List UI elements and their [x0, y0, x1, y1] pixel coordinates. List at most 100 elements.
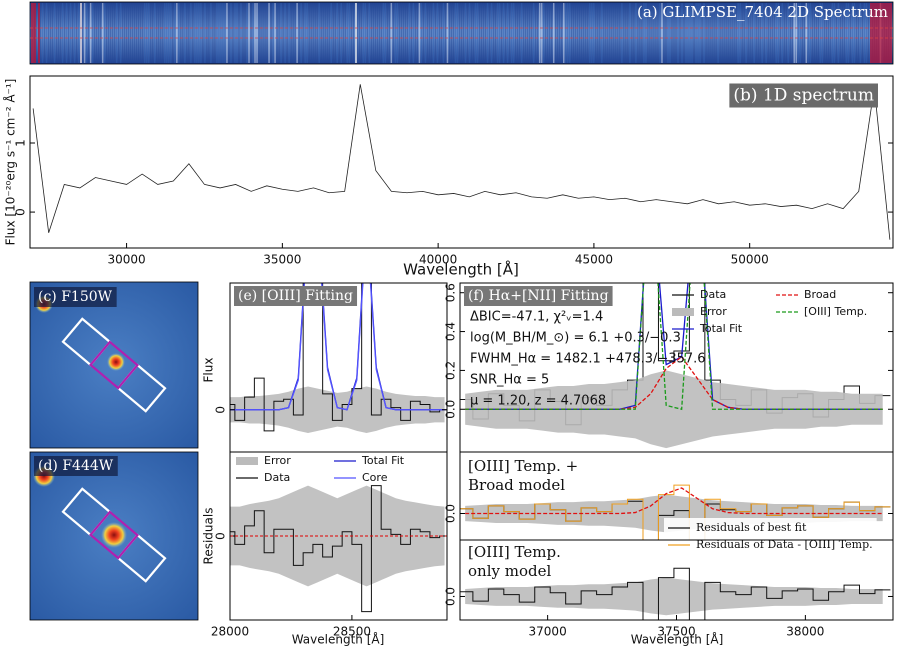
annotations: [OIII] Temp.only model: [465, 541, 564, 582]
x-tick-label: 28000: [211, 625, 249, 639]
error-band: [465, 577, 883, 616]
panel-title: (a) GLIMPSE_7404 2D Spectrum: [637, 3, 888, 21]
legend-label: Residuals of Data - [OIII] Temp.: [696, 538, 873, 551]
step-line: [230, 485, 447, 613]
texture: [38, 3, 40, 63]
y-tick-label: 0.0: [444, 504, 458, 523]
annotation-bg: [465, 455, 582, 496]
error-band: [465, 370, 883, 449]
legend-label: [OIII] Temp.: [804, 305, 867, 318]
x-tick-label: 37500: [657, 625, 695, 639]
title-group: (a) GLIMPSE_7404 2D Spectrum: [637, 3, 888, 21]
y-axis-label: Flux [10⁻²⁰erg s⁻¹ cm⁻² Å⁻¹]: [3, 79, 18, 246]
annotation: [OIII] Temp.: [468, 543, 561, 561]
plot-frame: [229, 451, 448, 621]
panel-title: (b) 1D spectrum: [733, 86, 874, 106]
spectrum-2d-image: [29, 1, 894, 65]
title-bg: [729, 83, 878, 108]
x-tick-label: 35000: [263, 253, 301, 267]
source: [101, 522, 127, 548]
x-tick-label: 45000: [575, 253, 613, 267]
title-bg: [234, 286, 358, 306]
annotations: [OIII] Temp. +Broad model: [465, 455, 582, 496]
panel-title: (f) Hα+[NII] Fitting: [468, 288, 609, 304]
title-group: (e) [OIII] Fitting: [234, 286, 358, 306]
legend: Error Data Total Fit Core: [232, 451, 409, 487]
y-axis-label: Flux: [202, 358, 216, 383]
image-c: [29, 281, 199, 449]
y-tick-label: 0.4: [444, 322, 458, 341]
legend: Residuals of best fit Residuals of Data -…: [664, 518, 877, 554]
panel-title: (c) F150W: [38, 289, 113, 305]
error-band: [230, 386, 445, 433]
slits: [61, 487, 167, 583]
title-group: (c) F150W: [34, 287, 117, 307]
plot-frame: [459, 539, 894, 621]
legend-swatch: [236, 457, 258, 465]
annotation: only model: [468, 562, 551, 580]
slits: [61, 317, 167, 413]
annotation: FWHM_Hα = 1482.1 +478.3/−357.6: [470, 352, 706, 367]
y-tick-label: 0.6: [444, 283, 458, 302]
step-line: [230, 283, 447, 432]
plot-area: [460, 283, 891, 449]
legend-swatch: [672, 308, 694, 316]
title-group: (f) Hα+[NII] Fitting: [464, 286, 613, 306]
image-d: [29, 451, 199, 621]
y-tick-label: 0: [14, 208, 28, 216]
y-tick-label: 0.0: [444, 587, 458, 606]
y-tick-label: 0.0: [444, 400, 458, 419]
annotation: SNR_Hα = 5: [470, 373, 549, 388]
legend-label: Residuals of best fit: [696, 521, 807, 534]
texture: [355, 3, 357, 63]
legend-bg: [232, 451, 409, 487]
x-axis-label: Wavelength [Å]: [631, 632, 724, 647]
line: [465, 283, 883, 411]
annotation: Broad model: [468, 476, 565, 494]
legend-label: Error: [700, 305, 727, 318]
annotation-bg: [465, 541, 564, 582]
x-tick-label: 28500: [333, 625, 371, 639]
panel-title: (e) [OIII] Fitting: [238, 288, 353, 304]
x-tick-label: 40000: [419, 253, 457, 267]
legend-label: Total Fit: [699, 322, 743, 335]
plot-area: [460, 484, 891, 540]
step-line: [460, 567, 891, 620]
title-bg: [464, 286, 613, 306]
y-axis-label: Residuals: [202, 508, 216, 565]
plot-area: [460, 567, 891, 620]
annotations: ΔBIC=-47.1, χ²ᵥ=1.4 log(M_BH/M_⊙) = 6.1 +…: [470, 310, 706, 409]
plot-area: [230, 485, 447, 613]
x-tick-label: 50000: [731, 253, 769, 267]
step-line: [460, 484, 891, 540]
legend-label: Total Fit: [361, 454, 405, 467]
slit-target: [89, 510, 139, 560]
annotation: log(M_BH/M_⊙) = 6.1 +0.3/−0.3: [470, 331, 681, 346]
legend-label: Data: [264, 471, 290, 484]
x-axis-label: Wavelength [Å]: [403, 260, 519, 279]
plot-frame: [29, 75, 894, 249]
y-tick-label: 1: [14, 139, 28, 147]
x-tick-label: 38000: [786, 625, 824, 639]
legend-label: Broad: [804, 288, 836, 301]
legend-label: Data: [700, 288, 726, 301]
line: [465, 487, 883, 515]
y-tick-label: 0.2: [444, 361, 458, 380]
legend-label: Core: [362, 471, 388, 484]
x-tick-label: 30000: [107, 253, 145, 267]
title-group: (b) 1D spectrum: [729, 83, 878, 108]
texture: [80, 3, 82, 63]
title-group: (d) F444W: [34, 456, 118, 476]
plot-area: [32, 84, 891, 240]
legend-bg: [664, 518, 877, 554]
y-tick-label: 0: [214, 406, 228, 414]
title-bg: [34, 456, 118, 476]
annotation: [OIII] Temp. +: [468, 457, 578, 475]
x-tick-label: 37000: [529, 625, 567, 639]
legend-label: Error: [264, 454, 291, 467]
annotation: μ = 1.20, z = 4.7068: [470, 394, 606, 409]
y-tick-label: 0: [214, 532, 228, 540]
line: [230, 283, 445, 411]
